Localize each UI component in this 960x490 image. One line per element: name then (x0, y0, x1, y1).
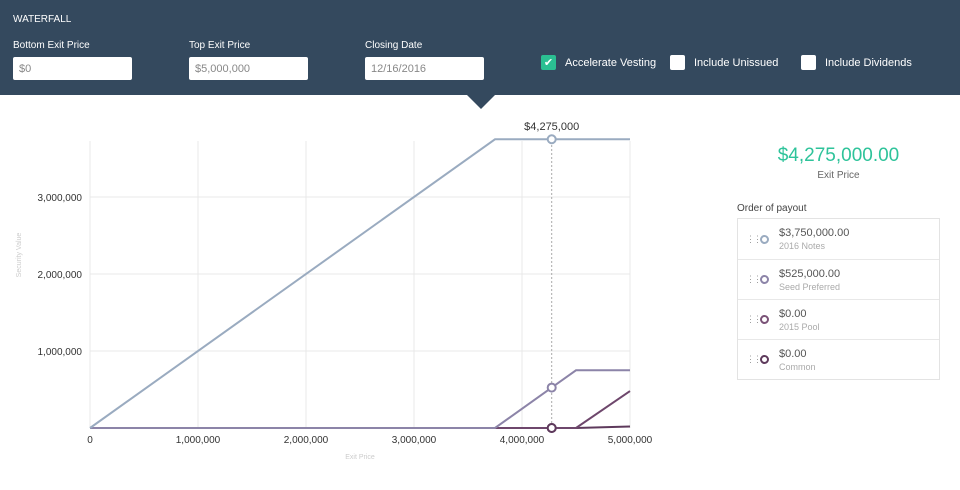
y-tick-label: 3,000,000 (38, 193, 83, 204)
series-marker (546, 382, 557, 393)
payout-name: Common (779, 361, 816, 372)
series-line (90, 369, 630, 429)
series-marker (546, 134, 557, 145)
series-line (90, 390, 631, 429)
checkbox-label: Include Dividends (825, 56, 912, 69)
checkbox-label: Accelerate Vesting (565, 56, 657, 69)
payout-amount: $525,000.00 (779, 267, 841, 280)
include-dividends-checkbox[interactable]: Include Dividends (801, 55, 912, 70)
control-bar: WATERFALL Bottom Exit Price Top Exit Pri… (0, 0, 960, 95)
payout-amount: $0.00 (779, 347, 807, 360)
drag-handle-icon[interactable]: ⋮⋮ (746, 354, 762, 364)
waterfall-chart[interactable]: 0 1,000,000 2,000,000 3,000,000 4,000,000 5,0… (0, 0, 720, 490)
closing-date-field: Closing Date (365, 40, 484, 80)
payout-name: Seed Preferred (779, 281, 841, 292)
y-axis-label: Security Value (16, 233, 23, 278)
payout-item[interactable]: ⋮⋮ $3,750,000.00 2016 Notes (738, 219, 939, 259)
checkbox-box (670, 55, 685, 70)
payout-amount: $3,750,000.00 (779, 227, 850, 239)
drag-handle-icon[interactable]: ⋮⋮ (746, 274, 762, 284)
checkbox-label: Include Unissued (694, 56, 779, 69)
top-exit-price-field: Top Exit Price (189, 40, 308, 80)
closing-date-input[interactable] (365, 57, 484, 80)
x-tick-label: 0 (87, 435, 93, 446)
include-unissued-checkbox[interactable]: Include Unissued (670, 55, 778, 70)
accelerate-vesting-checkbox[interactable]: ✔ Accelerate Vesting (541, 55, 656, 70)
payout-item[interactable]: ⋮⋮ $0.00 2015 Pool (738, 299, 939, 339)
series-marker (546, 423, 557, 433)
payout-name: 2015 Pool (779, 321, 820, 332)
order-of-payout-label: Order of payout (737, 203, 807, 214)
payout-list: ⋮⋮ $3,750,000.00 2016 Notes ⋮⋮ $525,000.00 Se… (737, 218, 940, 380)
bottom-exit-price-label: Bottom Exit Price (13, 40, 90, 51)
x-axis-label: Exit Price (345, 454, 375, 461)
y-tick-label: 1,000,000 (38, 347, 83, 358)
marker-label: $4,275,000 (524, 121, 579, 133)
payout-item[interactable]: ⋮⋮ $525,000.00 Seed Preferred (738, 259, 939, 299)
x-tick-label: 1,000,000 (176, 435, 221, 446)
exit-price-value: $4,275,000.00 (777, 145, 900, 166)
section-title: WATERFALL (13, 14, 72, 25)
series-dot-icon (760, 315, 769, 324)
drag-handle-icon[interactable]: ⋮⋮ (746, 233, 762, 244)
bottom-exit-price-field: Bottom Exit Price (13, 40, 132, 80)
checkmark-icon: ✔ (541, 55, 556, 70)
top-exit-price-label: Top Exit Price (189, 40, 251, 51)
y-tick-label: 2,000,000 (38, 270, 83, 281)
payout-item[interactable]: ⋮⋮ $0.00 Common (738, 339, 939, 379)
payout-amount: $0.00 (779, 307, 807, 320)
payout-name: 2016 Notes (779, 241, 826, 251)
exit-price-label: Exit Price (817, 170, 860, 181)
x-tick-label: 2,000,000 (284, 435, 329, 446)
closing-date-label: Closing Date (365, 40, 423, 51)
pointer-notch (467, 95, 495, 109)
drag-handle-icon[interactable]: ⋮⋮ (746, 314, 762, 324)
series-dot-icon (760, 275, 769, 284)
series-dot-icon (760, 234, 769, 244)
bottom-exit-price-input[interactable] (13, 57, 132, 80)
payout-summary: $4,275,000.00 Exit Price Order of payout… (737, 145, 940, 380)
x-tick-label: 4,000,000 (500, 435, 545, 446)
x-tick-label: 3,000,000 (392, 435, 437, 446)
series-dot-icon (760, 355, 769, 364)
checkbox-box (801, 55, 816, 70)
x-tick-label: 5,000,000 (608, 435, 653, 446)
series-line (89, 138, 630, 429)
top-exit-price-input[interactable] (189, 57, 308, 80)
